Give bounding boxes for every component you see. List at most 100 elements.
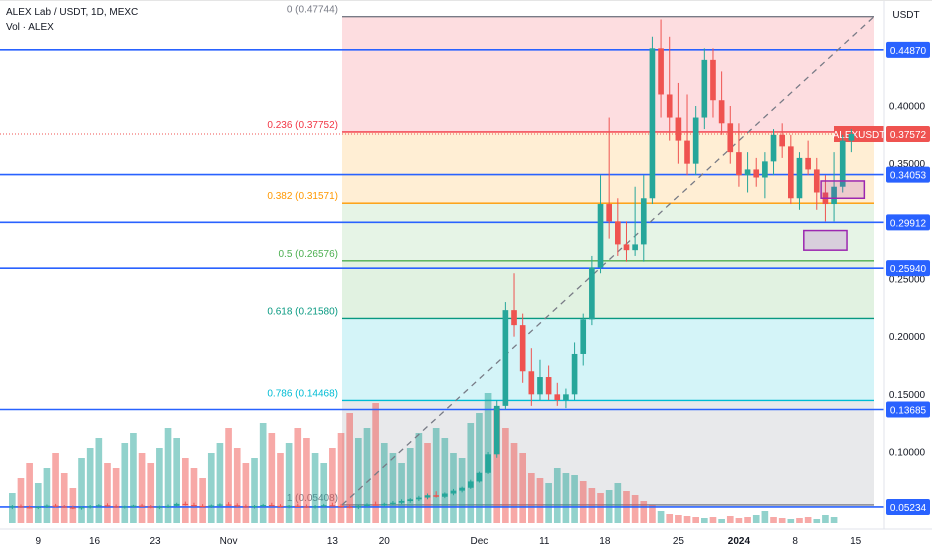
price-tick-label: 0.15000 [889, 390, 926, 401]
time-tick-label: 11 [539, 536, 550, 547]
candle-body [796, 157, 803, 199]
price-axis[interactable]: USDT0.400000.350000.300000.250000.200000… [883, 1, 932, 529]
volume-bar [476, 413, 483, 523]
current-price-text: 0.37572 [890, 130, 927, 141]
volume-bar [311, 453, 319, 523]
currency-label[interactable]: USDT [892, 10, 919, 21]
volume-bar [138, 453, 146, 523]
candle-body [294, 505, 301, 507]
volume-bar [424, 443, 431, 523]
candle-body [208, 505, 215, 507]
volume-bar [207, 453, 215, 523]
candle-body [640, 198, 647, 245]
time-tick-label: 2024 [728, 536, 751, 547]
volume-bar [493, 408, 501, 523]
volume-bar [804, 517, 812, 523]
level-price-tag [886, 166, 930, 183]
candle-body [442, 493, 448, 497]
candle-body [104, 505, 111, 507]
volume-bar [467, 423, 475, 523]
fib-band [342, 260, 874, 319]
volume-bar [406, 448, 414, 523]
candle-body [649, 48, 656, 199]
volume-bar [337, 433, 345, 523]
volume-bar [52, 453, 59, 523]
volume-bar [43, 468, 51, 523]
volume-bar [562, 473, 570, 523]
volume-bar [813, 519, 821, 523]
volume-bar [346, 413, 353, 523]
volume-bar [735, 518, 743, 523]
candle-body [502, 310, 509, 406]
level-price-text: 0.44870 [890, 46, 927, 57]
volume-bar [519, 453, 526, 523]
candle-body [269, 505, 275, 507]
volume-bar [95, 438, 103, 523]
candle-body [493, 405, 500, 455]
candle-body [537, 377, 543, 395]
candle-body [666, 94, 673, 118]
symbol-tag [834, 126, 884, 143]
volume-bar [718, 519, 725, 523]
fib-level-label: 0.382 (0.31571) [267, 191, 338, 202]
volume-bar [78, 458, 85, 523]
time-axis-background [0, 529, 932, 551]
volume-bar [614, 483, 622, 523]
candle-body [364, 504, 370, 506]
level-price-tag [886, 260, 930, 277]
volume-bar [251, 458, 258, 523]
volume-bar [631, 495, 639, 523]
candle-body [762, 161, 768, 178]
candle-body [303, 506, 310, 508]
level-price-text: 0.25940 [890, 264, 927, 275]
volume-bar [233, 448, 241, 523]
volume-bar [597, 493, 604, 523]
fibonacci-retracement[interactable]: 0 (0.47744) 0.236 (0.37752) 0.382 (0.31571… [267, 5, 874, 506]
volume-bar [553, 468, 561, 523]
candle-body [813, 169, 820, 193]
volume-bar [415, 433, 423, 523]
candle-body [35, 506, 42, 508]
candle-body [571, 353, 578, 395]
candle-body [381, 503, 388, 506]
candle-body [450, 490, 457, 494]
candle-body [217, 504, 223, 506]
volume-bar [787, 519, 795, 523]
candle-body [675, 117, 682, 141]
time-tick-label: 13 [327, 536, 339, 547]
candle-body [632, 244, 638, 251]
candle-body [528, 371, 535, 395]
candle-body [87, 506, 93, 508]
candle-body [243, 506, 249, 508]
symbol-legend[interactable]: ALEX Lab / USDT, 1D, MEXC [6, 7, 139, 18]
volume-bar [156, 448, 163, 523]
candle-body [701, 59, 708, 118]
volume-bar [363, 428, 371, 523]
volume-bar [666, 514, 674, 523]
rectangle-annotation[interactable] [820, 180, 866, 200]
volume-bar [822, 515, 829, 523]
volume-bar [259, 423, 267, 523]
volume-legend[interactable]: Vol · ALEX [6, 22, 54, 33]
horizontal-levels[interactable]: ALEXUSDT [0, 49, 885, 508]
candle-body [173, 503, 180, 506]
candle-body [121, 506, 128, 508]
candle-body [554, 394, 561, 401]
rectangle-annotation[interactable] [803, 229, 848, 251]
volume-bar [701, 518, 708, 523]
volume-bar [380, 443, 388, 523]
level-price-tag [886, 214, 930, 231]
candle-body [52, 505, 59, 507]
fib-level-label: 0.618 (0.21580) [267, 306, 338, 317]
volume-bar [121, 443, 129, 523]
candle-body [156, 506, 163, 508]
candle-body [718, 100, 725, 124]
candle-body [684, 140, 690, 164]
candle-body [433, 495, 439, 497]
candle-body [26, 507, 33, 509]
volume-bar [242, 463, 250, 523]
annotation-boxes[interactable] [803, 180, 866, 251]
time-axis[interactable]: 9 16 23 Nov 13 20 Dec 11 18 25 2024 8 15 [0, 528, 932, 551]
candle-body [199, 505, 206, 508]
